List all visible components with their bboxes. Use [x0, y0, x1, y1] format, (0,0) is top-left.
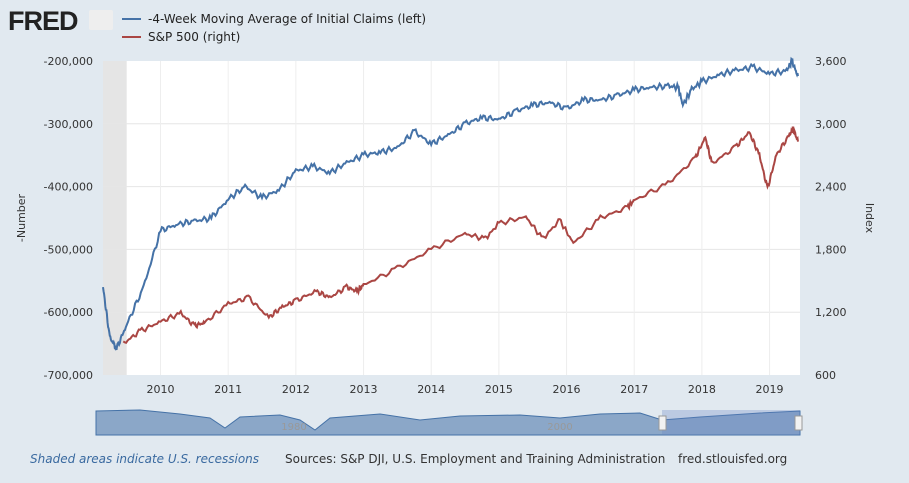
x-tick-label: 2010: [147, 383, 175, 396]
sp500-line: [122, 126, 799, 345]
x-tick-label: 2016: [553, 383, 581, 396]
x-tick-label: 2013: [350, 383, 378, 396]
legend-label: -4-Week Moving Average of Initial Claims…: [148, 12, 427, 26]
x-tick-label: 2014: [417, 383, 445, 396]
navigator-handle[interactable]: [794, 415, 803, 431]
fred-logo[interactable]: FRED: [8, 6, 78, 36]
x-tick-label: 2018: [688, 383, 716, 396]
x-tick-label: 2012: [282, 383, 310, 396]
recession-note[interactable]: Shaded areas indicate U.S. recessions: [30, 452, 260, 466]
legend-swatch: [122, 18, 141, 20]
left-tick-label: -200,000: [44, 55, 93, 68]
left-axis-label: -Number: [15, 193, 28, 242]
left-tick-label: -500,000: [44, 243, 93, 256]
right-tick-label: 3,600: [815, 55, 847, 68]
right-tick-label: 600: [815, 369, 836, 382]
navigator-selection[interactable]: [662, 410, 800, 435]
x-tick-label: 2019: [756, 383, 784, 396]
left-tick-label: -700,000: [44, 369, 93, 382]
right-tick-label: 1,800: [815, 243, 847, 256]
x-tick-label: 2017: [620, 383, 648, 396]
legend-label: S&P 500 (right): [148, 30, 241, 44]
right-tick-label: 3,000: [815, 118, 847, 131]
plot-area: [103, 61, 800, 375]
left-tick-label: -300,000: [44, 118, 93, 131]
navigator-handle[interactable]: [658, 415, 667, 431]
legend-item-sp500[interactable]: S&P 500 (right): [122, 30, 240, 44]
recession-shade: [103, 61, 127, 375]
navigator-series[interactable]: [95, 409, 801, 436]
left-tick-label: -600,000: [44, 306, 93, 319]
claims-line: [102, 56, 799, 351]
chart-logo-icon: [89, 10, 113, 30]
x-tick-label: 2015: [485, 383, 513, 396]
x-tick-label: 2011: [214, 383, 242, 396]
navigator-label: 2000: [547, 422, 572, 433]
right-axis-label: Index: [863, 203, 876, 234]
legend-swatch: [122, 36, 141, 38]
site-link[interactable]: fred.stlouisfed.org: [678, 452, 788, 466]
left-tick-label: -400,000: [44, 181, 93, 194]
navigator-label: 1980: [281, 422, 306, 433]
right-tick-label: 2,400: [815, 181, 847, 194]
right-tick-label: 1,200: [815, 306, 847, 319]
sources: Sources: S&P DJI, U.S. Employment and Tr…: [285, 452, 666, 466]
legend-item-claims[interactable]: -4-Week Moving Average of Initial Claims…: [122, 12, 426, 26]
